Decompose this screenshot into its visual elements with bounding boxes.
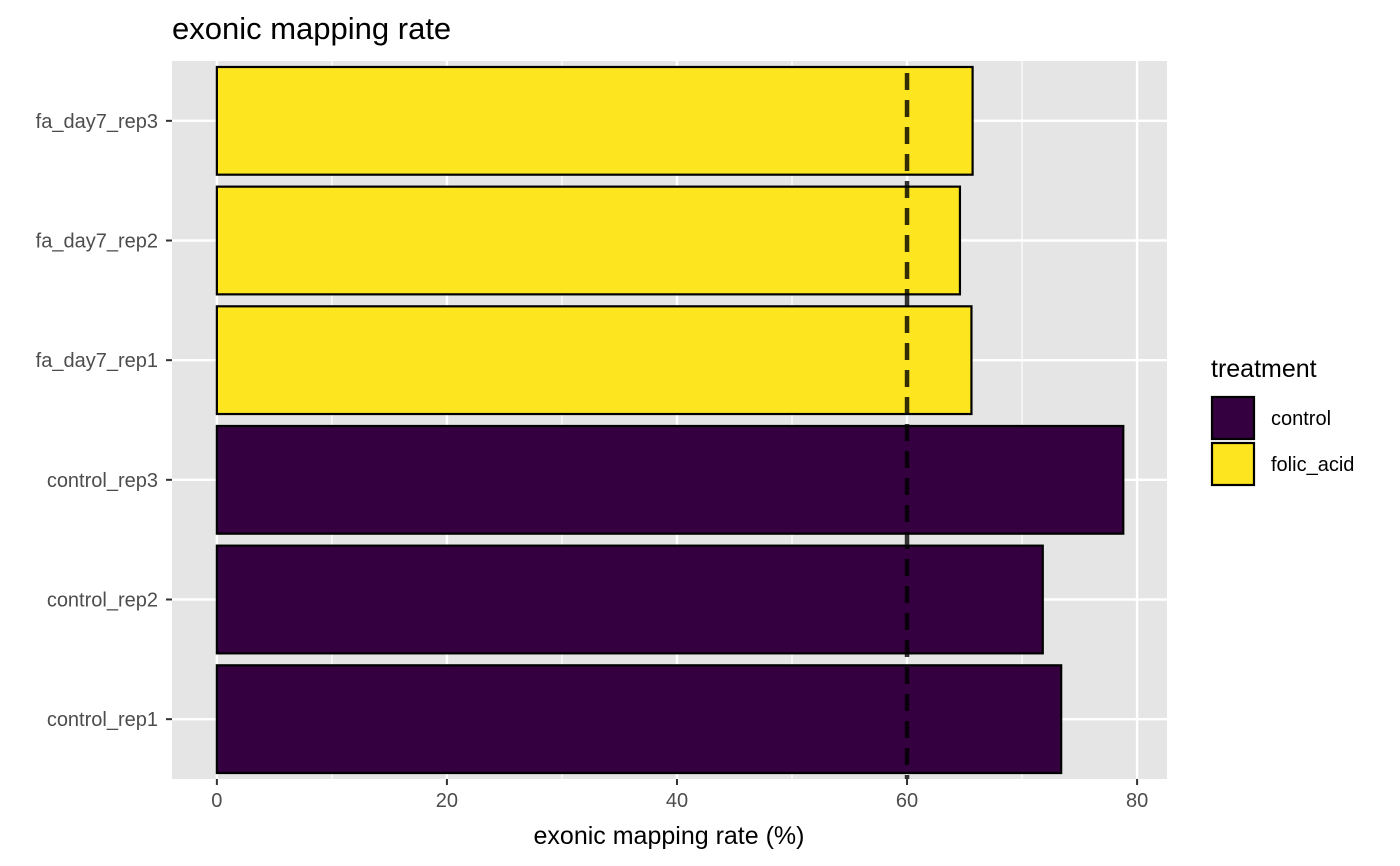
x-axis-title: exonic mapping rate (%) <box>534 822 805 850</box>
bar-control_rep1 <box>215 664 1063 775</box>
legend-label-control: control <box>1271 408 1331 430</box>
chart-title: exonic mapping rate <box>172 11 451 46</box>
legend-swatch-folic_acid <box>1210 441 1256 487</box>
y-tick-label: fa_day7_rep2 <box>36 231 158 253</box>
bar-fa_day7_rep2 <box>215 185 962 296</box>
legend-label-folic_acid: folic_acid <box>1271 454 1354 476</box>
bar-control_rep2 <box>215 544 1044 655</box>
y-tick-label: control_rep2 <box>47 590 158 612</box>
bar-fa_day7_rep3 <box>215 65 974 176</box>
x-tick-label: 60 <box>896 790 918 812</box>
bar-fa_day7_rep1 <box>215 305 973 416</box>
bar-control_rep3 <box>215 424 1125 535</box>
legend-swatch-control <box>1210 395 1256 441</box>
legend-title: treatment <box>1211 355 1317 383</box>
y-tick-label: control_rep1 <box>47 709 158 731</box>
y-tick-label: fa_day7_rep3 <box>36 111 158 133</box>
x-tick-label: 0 <box>211 790 222 812</box>
axes: 0 20 40 60 80 control_rep1 control_rep2 control… <box>36 111 1149 812</box>
x-tick-label: 20 <box>436 790 458 812</box>
legend: treatment control folic_acid <box>1210 355 1354 487</box>
x-tick-label: 40 <box>666 790 688 812</box>
y-tick-label: fa_day7_rep1 <box>36 350 158 372</box>
x-tick-label: 80 <box>1126 790 1148 812</box>
y-tick-label: control_rep3 <box>47 470 158 492</box>
plot-panel <box>172 61 1167 779</box>
